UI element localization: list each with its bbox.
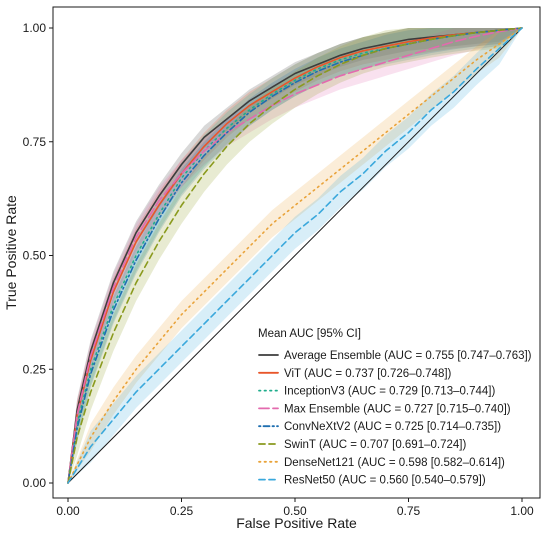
legend-item-swint: SwinT (AUC = 0.707 [0.691–0.724]) (258, 439, 466, 451)
y-tick-label: 0.75 (23, 135, 47, 149)
x-tick-label: 0.75 (397, 504, 421, 518)
x-axis-ticks: 0.00 0.25 0.50 0.75 1.00 (56, 498, 534, 518)
x-tick-label: 0.25 (170, 504, 194, 518)
plot-frame (52, 6, 541, 499)
legend-label-max: Max Ensemble (AUC = 0.727 [0.715–0.740]) (284, 403, 511, 415)
legend-label-average: Average Ensemble (AUC = 0.755 [0.747–0.7… (284, 350, 532, 362)
legend-label-resnet50: ResNet50 (AUC = 0.560 [0.540–0.579]) (284, 475, 486, 487)
max-roc-curve (67, 27, 523, 484)
y-tick-label: 1.00 (23, 21, 47, 35)
legend-item-vit: ViT (AUC = 0.737 [0.726–0.748]) (258, 368, 452, 380)
legend-item-inceptionv3: InceptionV3 (AUC = 0.729 [0.713–0.744]) (258, 386, 495, 398)
legend-label-swint: SwinT (AUC = 0.707 [0.691–0.724]) (284, 439, 466, 451)
legend-item-densenet121: DenseNet121 (AUC = 0.598 [0.582–0.614]) (258, 457, 505, 469)
vit-roc-curve (67, 27, 523, 484)
densenet121-roc-curve (67, 27, 523, 484)
swint-roc-curve (67, 27, 523, 484)
legend-label-densenet121: DenseNet121 (AUC = 0.598 [0.582–0.614]) (284, 457, 505, 469)
y-tick-label: 0.50 (23, 249, 47, 263)
x-axis-title: False Positive Rate (236, 515, 357, 531)
legend-item-resnet50: ResNet50 (AUC = 0.560 [0.540–0.579]) (258, 475, 486, 487)
legend-item-max: Max Ensemble (AUC = 0.727 [0.715–0.740]) (258, 403, 511, 415)
legend-item-convnextv2: ConvNeXtV2 (AUC = 0.725 [0.714–0.735]) (258, 421, 501, 433)
legend-title: Mean AUC [95% CI] (258, 328, 361, 340)
y-axis-ticks: 0.00 0.25 0.50 0.75 1.00 (23, 21, 53, 490)
legend-item-average: Average Ensemble (AUC = 0.755 [0.747–0.7… (258, 350, 532, 362)
chance-diagonal-line (67, 27, 523, 484)
roc-curves (67, 27, 523, 484)
x-tick-label: 0.00 (56, 504, 80, 518)
y-tick-label: 0.25 (23, 362, 47, 376)
legend-label-inceptionv3: InceptionV3 (AUC = 0.729 [0.713–0.744]) (284, 386, 495, 398)
legend-items: Average Ensemble (AUC = 0.755 [0.747–0.7… (258, 350, 532, 487)
swint-ci-band (68, 28, 522, 483)
y-tick-label: 0.00 (23, 476, 47, 490)
legend: Mean AUC [95% CI] Average Ensemble (AUC … (258, 328, 532, 487)
resnet50-roc-curve (67, 27, 523, 484)
legend-label-convnextv2: ConvNeXtV2 (AUC = 0.725 [0.714–0.735]) (284, 421, 501, 433)
x-tick-label: 0.50 (283, 504, 307, 518)
y-axis-title: True Positive Rate (3, 195, 19, 310)
x-tick-label: 1.00 (510, 504, 534, 518)
legend-label-vit: ViT (AUC = 0.737 [0.726–0.748]) (284, 368, 452, 380)
